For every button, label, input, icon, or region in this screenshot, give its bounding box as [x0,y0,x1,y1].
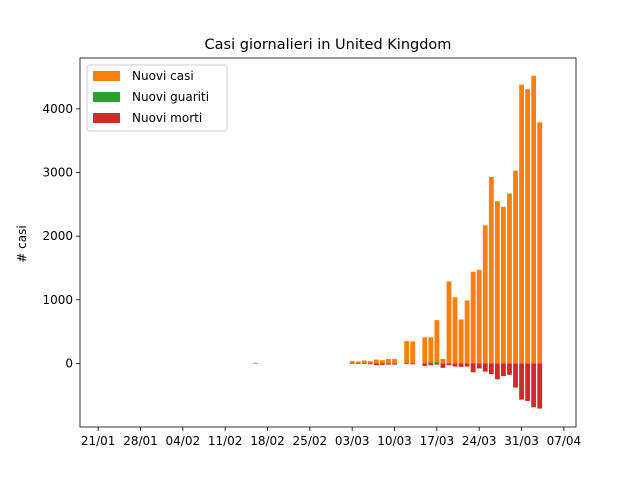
bar-1 [349,361,355,364]
bar-3 [501,363,506,377]
bar-1 [434,320,440,364]
bar-1 [476,269,482,364]
bar-3 [531,363,537,408]
x-tick-label: 24/03 [462,434,497,448]
legend-swatch [93,113,120,123]
bar-3 [392,363,397,365]
y-tick-label: 0 [65,356,73,370]
plot-area [253,75,543,409]
bar-1 [386,358,391,364]
bar-1 [428,337,434,364]
bar-3 [380,363,385,365]
plot-frame [79,57,577,428]
bar-1 [494,201,500,364]
bar-3 [373,363,379,366]
bar-3 [464,363,470,367]
chart-title: Casi giornalieri in United Kingdom [205,37,452,53]
bar-1 [410,341,416,364]
bar-1 [513,170,518,364]
bar-1 [458,319,464,364]
bar-1 [440,358,446,364]
x-tick-label: 25/02 [293,434,328,448]
bar-1 [404,341,410,364]
bar-3 [488,363,494,375]
x-tick-label: 07/04 [547,434,582,448]
x-tick-label: 31/03 [504,434,539,448]
bar-3 [525,363,531,401]
legend-label: Nuovi morti [132,111,202,125]
bar-1 [422,337,428,364]
bar-1 [507,193,512,364]
bar-3 [482,363,488,372]
y-tick-label: 3000 [42,166,73,180]
bar-1 [501,206,506,364]
bar-3 [434,363,440,365]
y-axis-title: # casi [15,225,29,262]
bar-3 [349,363,355,364]
bar-1 [373,359,379,364]
legend-swatch [93,92,120,102]
bar-3 [476,363,482,369]
x-tick-label: 04/02 [166,434,201,448]
x-tick-label: 03/03 [335,434,370,448]
bar-1 [488,176,494,364]
bar-1 [367,361,373,364]
legend: Nuovi casi Nuovi guariti Nuovi morti [86,64,228,132]
bar-3 [452,363,458,367]
bar-2 [428,362,434,364]
bar-3 [446,363,452,366]
bar-3 [513,363,518,388]
bar-1 [380,360,385,364]
legend-label: Nuovi guariti [132,90,209,104]
bar-3 [519,363,524,400]
x-tick-label: 10/03 [377,434,412,448]
bar-3 [507,363,512,375]
x-tick-label: 17/03 [420,434,455,448]
legend-box [86,64,228,132]
x-tick-label: 28/01 [123,434,158,448]
bar-3 [494,363,500,380]
axes: 21/01 28/01 04/02 11/02 18/02 25/02 03/03 10/03… [42,57,582,448]
bar-3 [440,363,446,368]
bar-3 [470,363,476,373]
bar-3 [404,363,410,365]
bar-2 [434,362,440,364]
bar-3 [410,363,416,365]
bar-2 [253,362,258,364]
bar-1 [446,281,452,364]
bar-3 [386,363,391,365]
legend-label: Nuovi casi [132,69,194,83]
x-tick-label: 11/02 [208,434,243,448]
x-tick-label: 18/02 [250,434,285,448]
bar-1 [470,271,476,364]
bar-3 [428,363,434,366]
bar-1 [452,297,458,364]
bar-3 [458,363,464,367]
bar-1 [464,300,470,364]
bar-1 [361,360,367,364]
legend-swatch [93,71,120,81]
bar-3 [355,363,361,364]
bar-3 [537,363,543,409]
bar-3 [367,363,373,365]
y-tick-label: 4000 [42,102,73,116]
x-tick-label: 21/01 [81,434,116,448]
y-tick-label: 2000 [42,229,73,243]
bar-1 [519,84,524,364]
bar-1 [392,358,397,364]
y-tick-label: 1000 [42,293,73,307]
bar-3 [361,363,367,365]
bar-1 [525,89,531,364]
bar-1 [531,75,537,364]
bar-3 [422,363,428,366]
bar-1 [355,361,361,364]
bar-1 [537,122,543,364]
bar-1 [482,225,488,364]
